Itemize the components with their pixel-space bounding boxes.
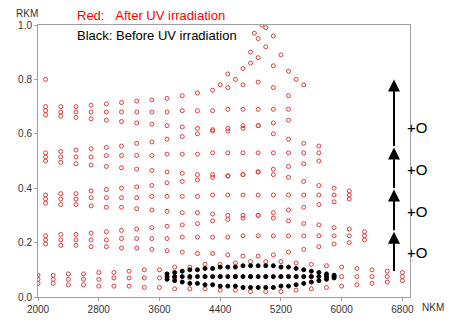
svg-text:6000: 6000 — [331, 304, 354, 315]
svg-text:+O: +O — [407, 203, 427, 220]
svg-text:Red: After UV irradiation: Red: After UV irradiation — [77, 8, 225, 23]
svg-text:1.0: 1.0 — [18, 20, 32, 31]
svg-text:6800: 6800 — [391, 304, 414, 315]
svg-text:0.0: 0.0 — [18, 292, 32, 303]
svg-text:+O: +O — [407, 244, 427, 261]
svg-text:0.6: 0.6 — [18, 128, 32, 139]
svg-text:4400: 4400 — [209, 304, 232, 315]
svg-text:5200: 5200 — [270, 304, 293, 315]
svg-text:NKM: NKM — [422, 302, 444, 313]
svg-text:+O: +O — [407, 119, 427, 136]
svg-text:0.2: 0.2 — [18, 237, 32, 248]
svg-text:2800: 2800 — [88, 304, 111, 315]
svg-text:0.4: 0.4 — [18, 183, 32, 194]
svg-text:0.8: 0.8 — [18, 74, 32, 85]
svg-text:RKM: RKM — [16, 8, 38, 19]
svg-text:3600: 3600 — [148, 304, 171, 315]
svg-text:Black: Before UV irradiation: Black: Before UV irradiation — [77, 28, 237, 43]
svg-text:2000: 2000 — [27, 304, 50, 315]
svg-text:+O: +O — [407, 161, 427, 178]
